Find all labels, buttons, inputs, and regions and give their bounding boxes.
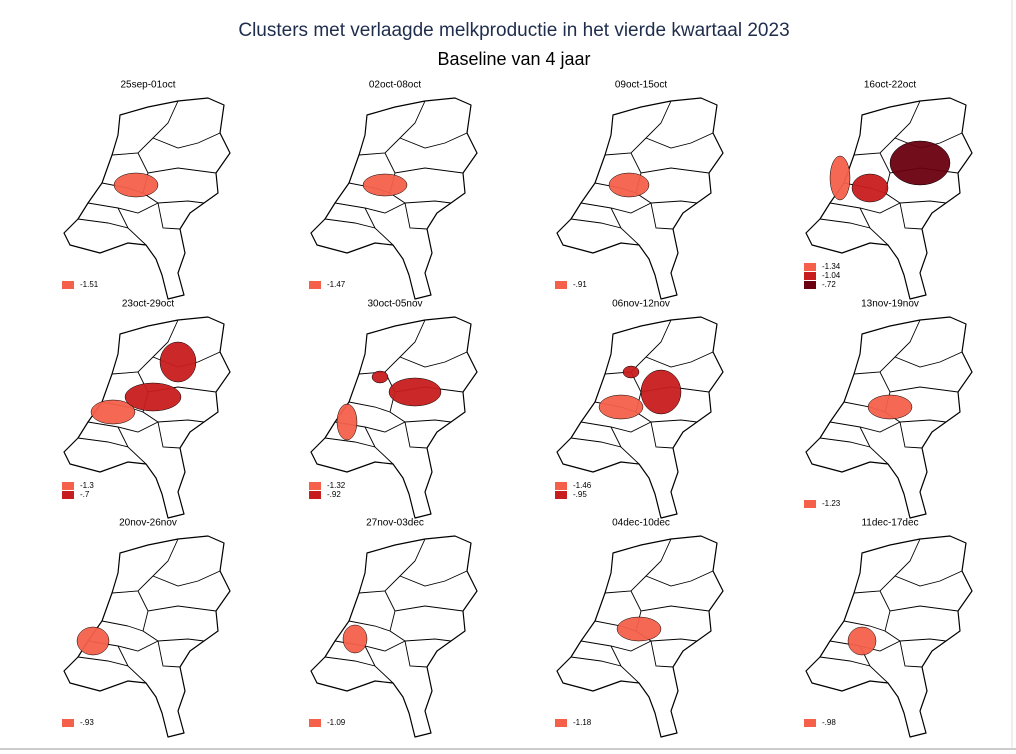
map-panel: 16oct-22oct -1.34-1.04-.72 — [804, 80, 973, 300]
legend-swatch — [804, 719, 816, 727]
legend-label: -1.51 — [80, 280, 99, 289]
country-outline — [63, 97, 231, 300]
cluster-area — [336, 403, 358, 441]
legend-label: -1.09 — [327, 718, 346, 727]
panel-title: 11dec-17dec — [861, 518, 918, 529]
legend-label: -.7 — [80, 490, 90, 499]
legend-label: -1.23 — [822, 499, 841, 508]
legend-swatch — [309, 482, 321, 490]
panel-title: 13nov-19nov — [861, 299, 919, 310]
cluster-area — [124, 382, 182, 412]
subtitle: Baseline van 4 jaar — [437, 49, 590, 69]
legend-swatch — [62, 491, 74, 499]
panel-title: 02oct-08oct — [369, 80, 421, 91]
legend-label: -1.34 — [822, 262, 841, 271]
map-panel: 02oct-08oct -1.47 — [309, 80, 478, 300]
map-panel: 23oct-29oct -1.3-.7 — [62, 299, 231, 519]
panel-title: 09oct-15oct — [615, 80, 667, 91]
legend-swatch — [309, 491, 321, 499]
cluster-area — [829, 155, 851, 201]
panel-title: 23oct-29oct — [122, 299, 174, 310]
legend-swatch — [62, 281, 74, 289]
map-panel: 04dec-10dec -1.18 — [555, 518, 724, 738]
legend-swatch — [309, 719, 321, 727]
cluster-area — [76, 626, 110, 656]
legend-label: -1.46 — [573, 481, 592, 490]
map-panel: 25sep-01oct -1.51 — [62, 80, 231, 300]
legend-swatch — [555, 491, 567, 499]
cluster-area — [598, 394, 644, 420]
map-panel: 06nov-12nov -1.46-.95 — [555, 299, 724, 519]
legend-swatch — [804, 272, 816, 280]
legend-label: -1.32 — [327, 481, 346, 490]
legend-label: -.92 — [327, 490, 341, 499]
legend-swatch — [309, 281, 321, 289]
panel-title: 06nov-12nov — [612, 299, 670, 310]
cluster-area — [113, 172, 159, 198]
cluster-area — [867, 394, 913, 420]
country-outline — [310, 535, 478, 738]
legend-swatch — [62, 482, 74, 490]
legend-swatch — [804, 263, 816, 271]
cluster-area — [388, 377, 442, 407]
map-panel: 20nov-26nov -.93 — [62, 518, 231, 738]
cluster-area — [90, 399, 136, 425]
title: Clusters met verlaagde melkproductie in … — [238, 20, 789, 41]
country-outline — [310, 97, 478, 300]
map-panel: 27nov-03dec -1.09 — [309, 518, 478, 738]
map-panel: 13nov-19nov -1.23 — [804, 299, 973, 519]
cluster-area — [371, 370, 389, 384]
panel-title: 16oct-22oct — [864, 80, 916, 91]
cluster-area — [362, 173, 408, 197]
legend-swatch — [555, 482, 567, 490]
legend-swatch — [804, 281, 816, 289]
cluster-area — [640, 369, 682, 415]
legend-swatch — [62, 719, 74, 727]
map-panel: 30oct-05nov -1.32-.92 — [309, 299, 478, 519]
legend-label: -.93 — [80, 718, 94, 727]
cluster-area — [342, 624, 368, 654]
legend-label: -.72 — [822, 280, 836, 289]
legend-label: -1.3 — [80, 481, 94, 490]
legend-label: -1.04 — [822, 271, 841, 280]
panel-title: 30oct-05nov — [367, 299, 422, 310]
cluster-area — [159, 341, 197, 383]
country-outline — [556, 97, 724, 300]
legend-label: -.91 — [573, 280, 587, 289]
panel-title: 04dec-10dec — [612, 518, 670, 529]
legend-swatch — [804, 500, 816, 508]
legend-label: -.95 — [573, 490, 587, 499]
legend-swatch — [555, 281, 567, 289]
legend-swatch — [555, 719, 567, 727]
cluster-area — [608, 172, 650, 198]
cluster-area — [851, 173, 889, 203]
map-panel: 09oct-15oct -.91 — [555, 80, 724, 300]
cluster-area — [847, 626, 877, 656]
panel-title: 25sep-01oct — [120, 80, 175, 91]
legend-label: -.98 — [822, 718, 836, 727]
country-outline — [805, 535, 973, 738]
cluster-area — [622, 365, 640, 379]
legend-label: -1.18 — [573, 718, 592, 727]
panel-title: 27nov-03dec — [366, 518, 424, 529]
map-panel: 11dec-17dec -.98 — [804, 518, 973, 738]
legend-label: -1.47 — [327, 280, 346, 289]
cluster-area — [616, 616, 662, 642]
panel-title: 20nov-26nov — [119, 518, 177, 529]
cluster-area — [889, 140, 951, 186]
